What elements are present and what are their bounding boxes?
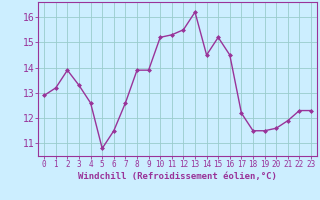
X-axis label: Windchill (Refroidissement éolien,°C): Windchill (Refroidissement éolien,°C) (78, 172, 277, 181)
